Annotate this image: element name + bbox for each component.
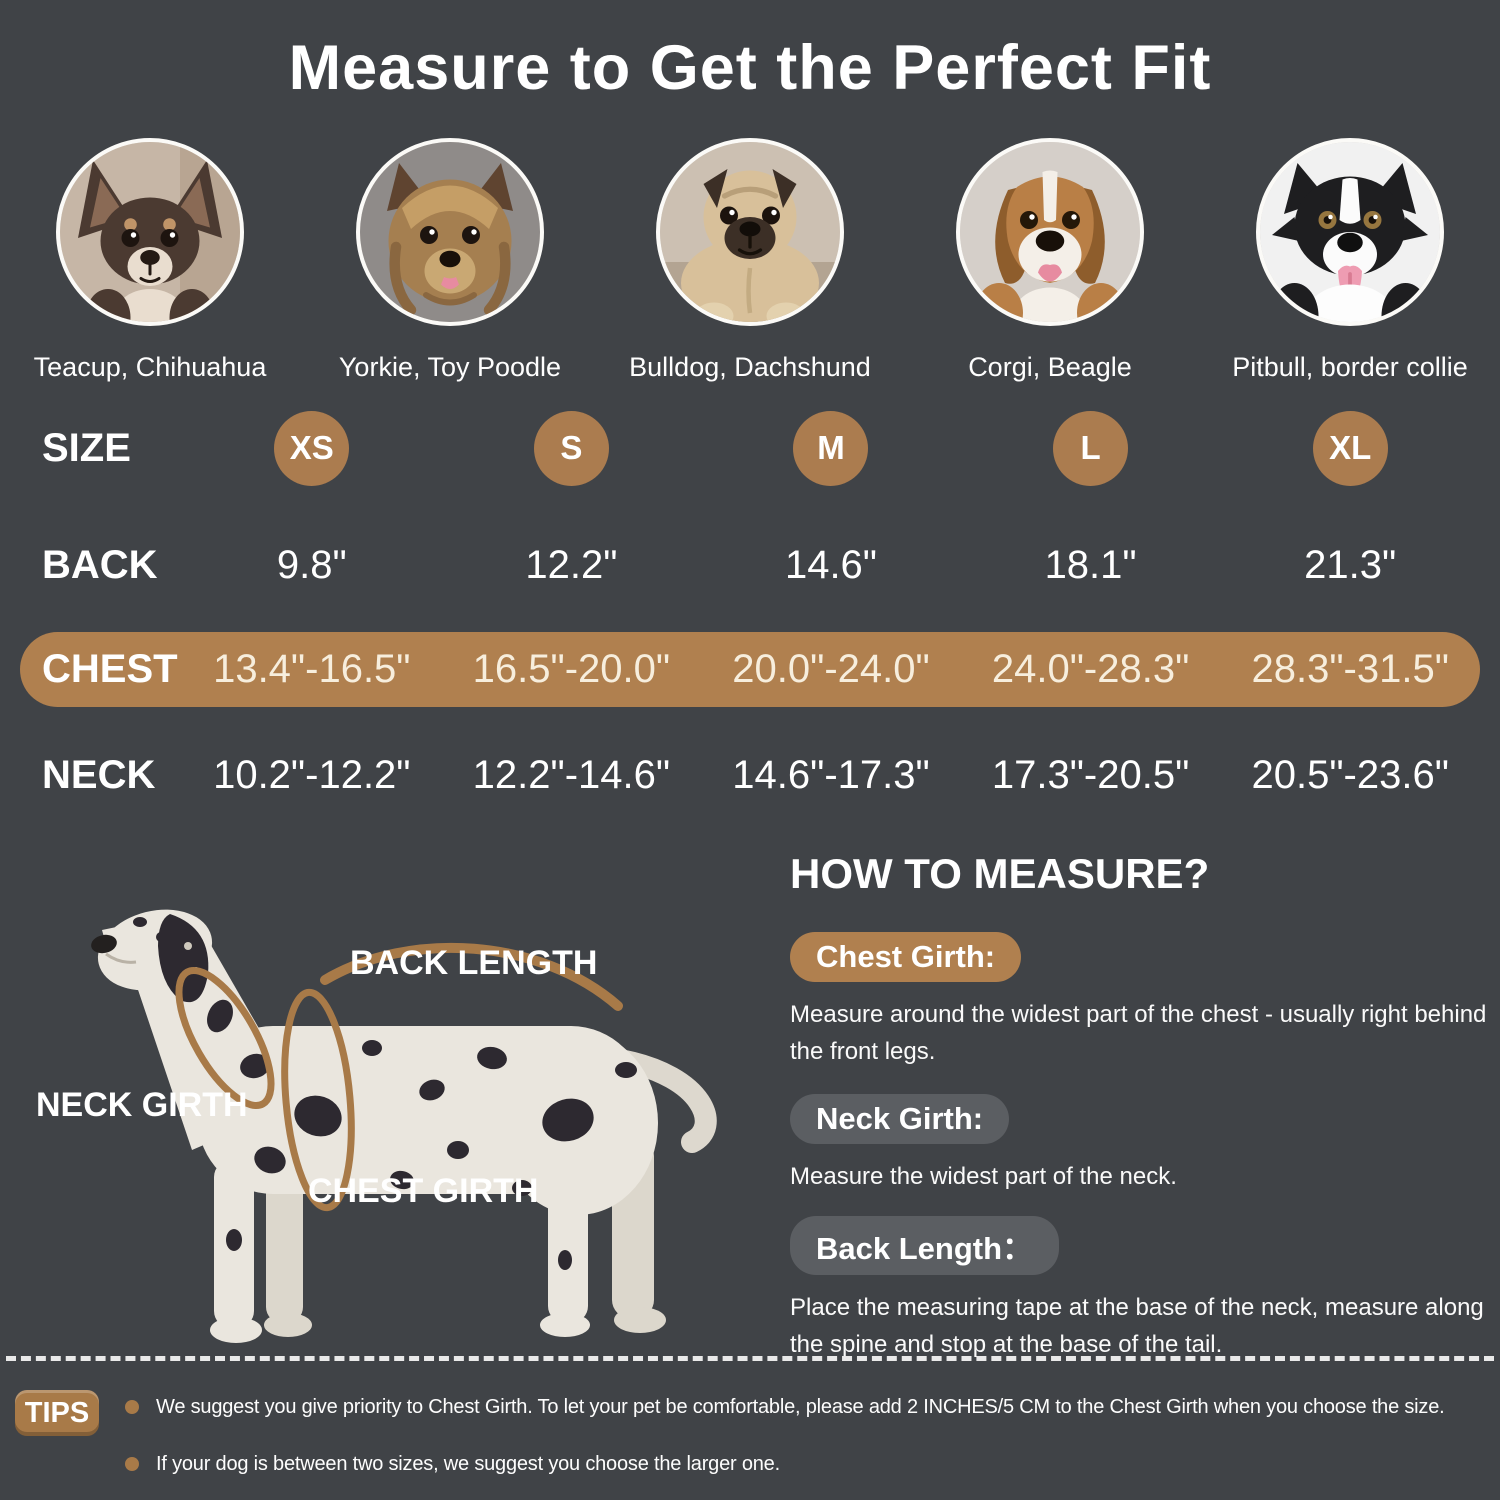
- chest-value: 16.5"-20.0": [472, 647, 671, 691]
- back-value: 14.6": [784, 542, 878, 587]
- pug-photo: [656, 138, 844, 326]
- tip-item: We suggest you give priority to Chest Gi…: [125, 1396, 1490, 1419]
- border-collie-icon: [1260, 142, 1440, 322]
- how-to-measure-section: HOW TO MEASURE? Chest Girth: Measure aro…: [790, 850, 1490, 1363]
- pug-icon: [660, 142, 840, 322]
- border-collie-photo: [1256, 138, 1444, 326]
- tip-item: If your dog is between two sizes, we sug…: [125, 1453, 1490, 1476]
- chest-row-highlighted: CHEST 13.4"-16.5" 16.5"-20.0" 20.0"-24.0…: [20, 632, 1480, 707]
- size-badge-l: L: [1053, 410, 1129, 486]
- chest-girth-label: CHEST GIRTH: [308, 1172, 539, 1210]
- row-header-neck: NECK: [42, 752, 156, 797]
- back-value: 18.1": [1044, 542, 1137, 587]
- breed-photo-row: Teacup, Chihuahua Y: [0, 138, 1500, 383]
- size-row: SIZE XS S M L XL: [20, 408, 1480, 488]
- neck-girth-pill: Neck Girth:: [790, 1094, 1010, 1145]
- breed-label: Pitbull, border collie: [1232, 352, 1468, 382]
- dalmatian-illustration: [91, 909, 717, 1343]
- yorkie-photo: [356, 138, 544, 326]
- breed-label: Corgi, Beagle: [968, 352, 1132, 382]
- row-header-back: BACK: [42, 542, 158, 587]
- beagle-icon: [960, 142, 1140, 322]
- breed-column-m: Bulldog, Dachshund: [600, 138, 900, 383]
- size-badge-xs: XS: [274, 410, 350, 486]
- size-badge-m: M: [793, 410, 869, 486]
- chest-girth-pill: Chest Girth:: [790, 932, 1022, 982]
- bullet-dot-icon: [125, 1457, 139, 1471]
- chest-value: 28.3"-31.5": [1251, 647, 1449, 691]
- measurement-diagram: BACK LENGTH NECK GIRTH CHEST GIRTH: [20, 888, 750, 1348]
- breed-column-xs: Teacup, Chihuahua: [0, 138, 300, 383]
- breed-label: Teacup, Chihuahua: [33, 352, 267, 382]
- neck-girth-label: NECK GIRTH: [36, 1086, 248, 1124]
- yorkie-icon: [360, 142, 540, 322]
- bullet-dot-icon: [125, 1400, 139, 1414]
- tips-badge: TIPS: [15, 1390, 99, 1436]
- row-header-chest: CHEST: [42, 647, 178, 691]
- neck-value: 20.5"-23.6": [1251, 752, 1449, 797]
- neck-row: NECK 10.2"-12.2" 12.2"-14.6" 14.6"-17.3"…: [20, 744, 1480, 806]
- neck-value: 14.6"-17.3": [732, 752, 930, 797]
- back-value: 21.3": [1304, 542, 1397, 587]
- chihuahua-icon: [60, 142, 240, 322]
- neck-value: 10.2"-12.2": [213, 752, 411, 797]
- page-title: Measure to Get the Perfect Fit: [288, 33, 1212, 103]
- breed-label: Yorkie, Toy Poodle: [338, 352, 562, 382]
- neck-value: 17.3"-20.5": [991, 752, 1190, 797]
- how-to-measure-heading: HOW TO MEASURE?: [790, 850, 1210, 897]
- back-value: 9.8": [276, 542, 347, 587]
- chest-value: 24.0"-28.3": [991, 647, 1190, 691]
- tips-section: TIPS We suggest you give priority to Che…: [15, 1388, 1490, 1476]
- beagle-photo: [956, 138, 1144, 326]
- tip-text: We suggest you give priority to Chest Gi…: [156, 1396, 1445, 1418]
- row-header-size: SIZE: [42, 425, 131, 470]
- breed-column-l: Corgi, Beagle: [900, 138, 1200, 383]
- chest-value: 13.4"-16.5": [213, 647, 411, 691]
- back-length-pill: Back Length：: [790, 1215, 1060, 1275]
- chest-girth-text: Measure around the widest part of the ch…: [790, 1001, 1487, 1066]
- neck-girth-text: Measure the widest part of the neck.: [790, 1163, 1177, 1191]
- tip-text: If your dog is between two sizes, we sug…: [156, 1453, 780, 1475]
- chihuahua-photo: [56, 138, 244, 326]
- back-length-text: Place the measuring tape at the base of …: [790, 1293, 1484, 1358]
- back-row: BACK 9.8" 12.2" 14.6" 18.1" 21.3": [20, 534, 1480, 596]
- neck-value: 12.2"-14.6": [472, 752, 671, 797]
- size-badge-s: S: [533, 410, 609, 486]
- size-badge-xl: XL: [1312, 410, 1388, 486]
- breed-column-s: Yorkie, Toy Poodle: [300, 138, 600, 383]
- back-length-label: BACK LENGTH: [350, 944, 598, 982]
- breed-column-xl: Pitbull, border collie: [1200, 138, 1500, 383]
- dashed-divider: [6, 1356, 1494, 1361]
- back-value: 12.2": [525, 542, 618, 587]
- chest-value: 20.0"-24.0": [732, 647, 930, 691]
- breed-label: Bulldog, Dachshund: [629, 352, 871, 382]
